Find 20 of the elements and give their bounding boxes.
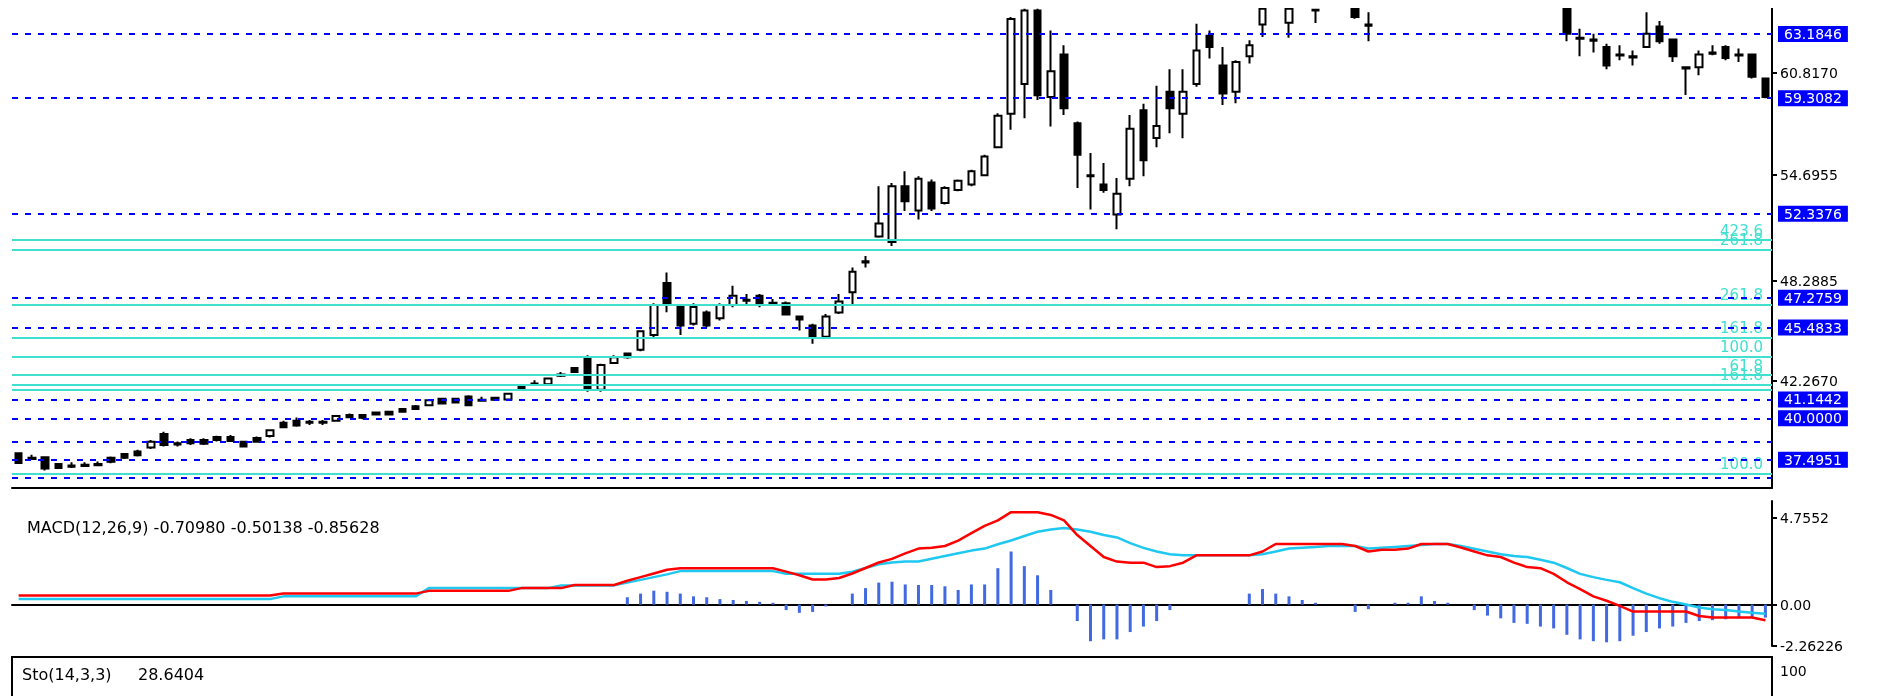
y-tick-label: 48.2885: [1780, 272, 1838, 289]
ref-line-label: 63.1846: [1784, 26, 1842, 43]
y-tick-label: 42.2670: [1780, 372, 1838, 389]
ref-line-label: 40.0000: [1784, 410, 1842, 427]
y-tick-label: 60.8170: [1780, 65, 1838, 82]
ref-line-label: 59.3082: [1784, 90, 1842, 107]
ref-line-label: 41.1442: [1784, 391, 1842, 408]
text: MACD(12,26,9) -0.70980 -0.50138 -0.85628: [27, 517, 380, 537]
text: Sto(14,3,3): [22, 664, 112, 684]
annotation: 100.0: [1720, 338, 1763, 357]
ref-line-label: 52.3376: [1784, 205, 1842, 222]
y-tick-label: -2.26226: [1780, 638, 1844, 654]
y-tick-label: 0.00: [1780, 596, 1812, 613]
y-tick-label: 54.6955: [1780, 166, 1838, 183]
ref-line-label: 47.2759: [1784, 289, 1842, 306]
y-tick-label: 4.7552: [1780, 509, 1829, 526]
ref-line-label: 45.4833: [1784, 319, 1842, 336]
ref-line-label: 37.4951: [1784, 451, 1842, 468]
text: 100: [1780, 663, 1807, 679]
text: 28.6404: [138, 664, 205, 684]
